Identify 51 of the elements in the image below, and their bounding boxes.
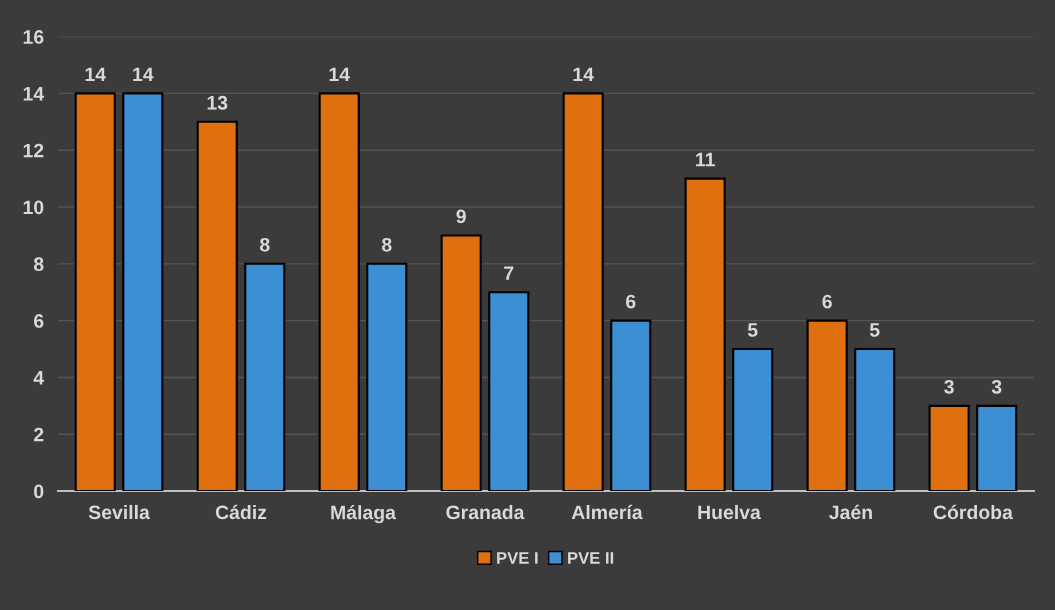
bar	[196, 120, 238, 492]
x-tick-label: Jaén	[829, 504, 872, 520]
data-label: 9	[456, 209, 466, 224]
x-tick-label: Málaga	[331, 504, 397, 524]
bar	[488, 291, 530, 492]
bar	[684, 177, 726, 492]
bar	[928, 404, 970, 492]
y-tick-label: 0	[34, 484, 44, 499]
data-label: 14	[329, 67, 350, 82]
y-tick-label: 2	[34, 427, 44, 442]
bar	[610, 319, 652, 492]
data-label: 5	[869, 323, 880, 337]
data-label: 13	[207, 95, 228, 110]
x-tick-label: Granada	[446, 504, 525, 520]
data-label: 11	[696, 152, 715, 167]
bar	[318, 92, 360, 492]
y-tick-label: 16	[23, 30, 44, 44]
data-label: 6	[626, 294, 636, 309]
data-label: 14	[133, 67, 154, 82]
y-tick-label: 10	[23, 200, 44, 215]
data-label: 8	[381, 237, 392, 252]
data-label: 5	[747, 323, 758, 337]
data-label: 7	[504, 266, 514, 280]
bar	[562, 92, 604, 492]
bar	[976, 404, 1018, 492]
legend-label: PVE II	[568, 552, 614, 564]
data-label: 14	[573, 67, 594, 82]
legend-label: PVE I	[497, 552, 538, 564]
bar	[366, 262, 408, 492]
y-tick-label: 8	[33, 257, 44, 272]
x-tick-label: Huelva	[698, 504, 761, 520]
bar	[806, 319, 848, 492]
data-label: 14	[85, 67, 106, 82]
bar	[122, 92, 164, 492]
data-label: 3	[991, 379, 1002, 394]
data-label: 3	[944, 379, 954, 394]
bar	[854, 347, 896, 492]
data-label: 8	[260, 237, 270, 252]
x-tick-label: Cádiz	[215, 504, 267, 520]
y-tick-label: 4	[33, 371, 45, 385]
x-tick-label: Sevilla	[88, 504, 150, 520]
bar	[440, 234, 482, 492]
y-tick-label: 14	[23, 87, 45, 101]
x-tick-label: Córdoba	[933, 504, 1013, 520]
data-label: 6	[822, 294, 832, 309]
y-tick-label: 6	[34, 314, 44, 328]
x-tick-label: Almería	[571, 504, 643, 520]
bar	[74, 92, 116, 492]
bar	[732, 347, 774, 492]
bar	[244, 262, 286, 492]
y-tick-label: 12	[23, 143, 44, 158]
